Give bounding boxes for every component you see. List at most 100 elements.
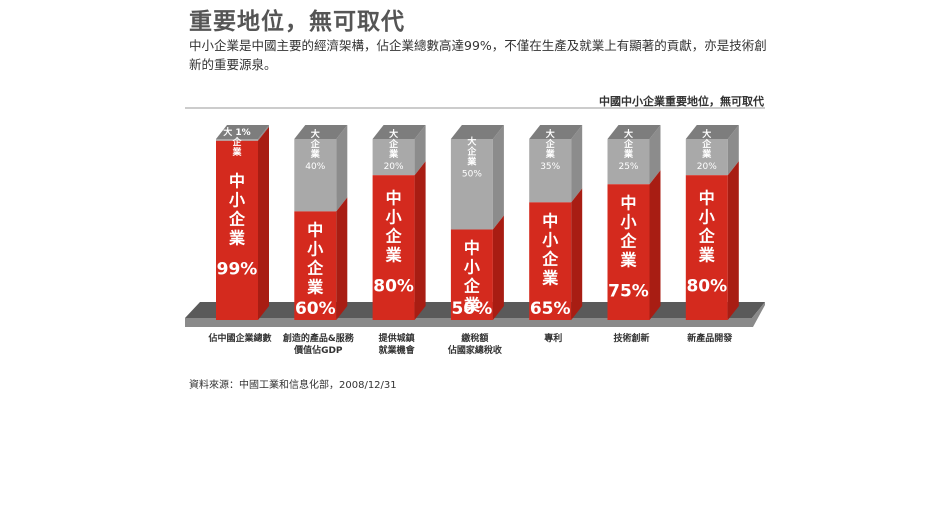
bar-sme-front — [294, 211, 337, 320]
bar-top — [216, 125, 269, 139]
large-value-label: 25% — [618, 162, 638, 172]
bar-large-front — [607, 139, 650, 185]
bar-sme-front — [529, 202, 572, 320]
sme-series-label: 業 — [541, 268, 559, 287]
sme-series-label: 企 — [385, 227, 403, 246]
bar-top — [372, 125, 426, 139]
large-value-label: 大 1% — [223, 126, 250, 138]
bar-sme-side — [336, 197, 348, 320]
bar-large-side — [414, 125, 426, 176]
category-label: 專利 — [544, 332, 562, 344]
chart-title: 中國中小企業重要地位，無可取代 — [599, 95, 764, 108]
large-series-label: 業 — [231, 146, 242, 158]
bar-sme-front — [450, 229, 493, 320]
bar-sme-side — [258, 126, 269, 320]
large-series-label: 大 — [546, 128, 555, 140]
bar-large-front — [529, 139, 572, 203]
large-series-label: 大 — [389, 128, 398, 140]
large-series-label: 大 — [702, 128, 711, 140]
large-series-label: 大 — [311, 128, 320, 140]
large-value-label: 35% — [540, 162, 560, 172]
sme-series-label: 業 — [698, 246, 716, 265]
category-label: 技術創新 — [613, 332, 649, 344]
chart-floor-edge — [185, 302, 765, 327]
sme-series-label: 小 — [464, 258, 480, 277]
bar-large-side — [571, 125, 583, 203]
page-heading: 重要地位，無可取代 — [189, 9, 405, 35]
sme-series-label: 業 — [619, 250, 637, 269]
sme-value-label: 65% — [530, 299, 571, 319]
sme-series-label: 中 — [464, 239, 480, 258]
sme-series-label: 中 — [307, 220, 323, 239]
category-label: 佔中國企業總數 — [207, 332, 272, 344]
sme-series-label: 小 — [699, 208, 715, 227]
sme-series-label: 中 — [699, 189, 715, 208]
bar-large-front — [216, 139, 258, 141]
sme-series-label: 企 — [228, 209, 246, 228]
bar-top — [607, 125, 661, 139]
category-label: 佔國家總稅收 — [447, 344, 502, 356]
sme-series-label: 中 — [229, 171, 245, 190]
sme-series-label: 企 — [541, 249, 559, 268]
bar-sme-side — [492, 215, 504, 320]
intro-paragraph: 中小企業是中國主要的經濟架構，佔企業總數高達99%，不僅在生產及就業上有顯著的貢… — [189, 38, 767, 72]
category-label: 價值佔GDP — [293, 344, 343, 356]
large-value-label: 20% — [697, 162, 717, 172]
sme-series-label: 小 — [620, 212, 636, 231]
sme-value-label: 99% — [217, 259, 258, 279]
sme-value-label: 50% — [452, 299, 493, 319]
bar-sme-side — [414, 161, 426, 320]
bar-large-front — [450, 139, 493, 230]
sme-series-label: 中 — [386, 189, 402, 208]
bar-large-side — [258, 125, 269, 141]
large-series-label: 企 — [623, 138, 634, 150]
sme-series-label: 小 — [307, 239, 323, 258]
bar-large-side — [727, 125, 739, 176]
category-label: 繳稅額 — [461, 332, 488, 344]
large-series-label: 業 — [466, 155, 477, 167]
large-series-label: 業 — [388, 148, 399, 160]
bar-large-front — [294, 139, 337, 212]
large-series-label: 企 — [310, 138, 321, 150]
bar-sme-front — [216, 140, 258, 320]
bar-large-side — [492, 125, 504, 230]
large-value-label: 40% — [305, 162, 325, 172]
category-label: 創造的產品&服務 — [282, 332, 355, 344]
large-series-label: 企 — [231, 136, 242, 148]
large-series-label: 企 — [545, 138, 556, 150]
data-source-note: 資料來源：中國工業和信息化部，2008/12/31 — [189, 380, 397, 391]
bar-large-front — [372, 139, 415, 176]
sme-series-label: 小 — [386, 208, 402, 227]
sme-series-label: 企 — [463, 277, 481, 296]
bar-top — [685, 125, 739, 139]
bar-large-front — [685, 139, 728, 176]
large-series-label: 業 — [310, 148, 321, 160]
sme-value-label: 80% — [686, 277, 727, 297]
bar-sme-front — [607, 184, 650, 320]
category-label: 新產品開發 — [687, 332, 733, 344]
sme-series-label: 企 — [306, 258, 324, 277]
sme-series-label: 小 — [229, 190, 245, 209]
bar-sme-side — [571, 188, 583, 320]
bar-top — [294, 125, 348, 139]
sme-series-label: 企 — [698, 227, 716, 246]
large-series-label: 企 — [388, 138, 399, 150]
sme-series-label: 業 — [463, 296, 481, 315]
bar-large-side — [336, 125, 348, 212]
bar-top — [529, 125, 583, 139]
sme-series-label: 業 — [385, 246, 403, 265]
sme-series-label: 小 — [542, 230, 558, 249]
bar-sme-front — [685, 175, 728, 320]
bar-sme-side — [649, 170, 661, 320]
large-series-label: 業 — [623, 148, 634, 160]
bar-sme-side — [727, 161, 739, 320]
large-series-label: 大 — [467, 135, 476, 147]
large-value-label: 20% — [384, 162, 404, 172]
large-series-label: 企 — [466, 145, 477, 157]
large-value-label: 50% — [462, 169, 482, 179]
sme-series-label: 中 — [542, 211, 558, 230]
bar-large-side — [649, 125, 661, 185]
sme-value-label: 75% — [608, 281, 649, 301]
